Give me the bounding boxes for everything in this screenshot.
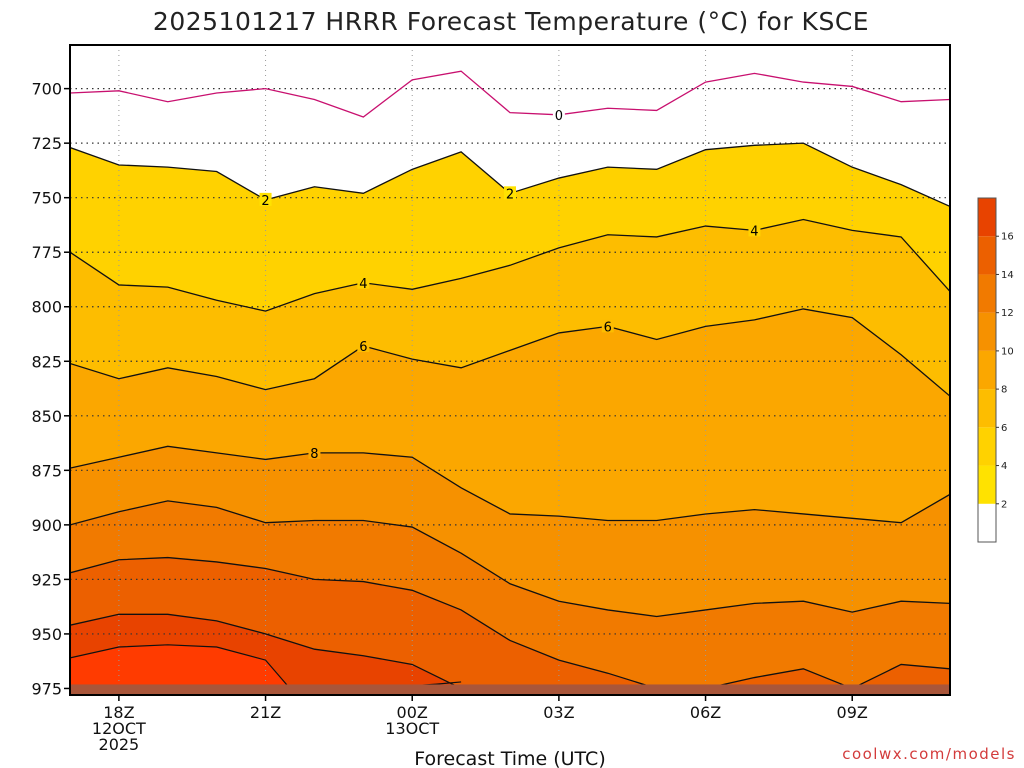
isotherm-label: 4 xyxy=(750,224,758,239)
isotherm-label: 6 xyxy=(604,320,612,335)
isotherm-labels: 0 2 2 4 4 6 6 8 xyxy=(259,107,761,462)
colorbar-label: 12 xyxy=(1001,308,1014,319)
colorbar-swatch xyxy=(978,350,996,390)
x-tick-label: 09Z xyxy=(837,703,868,722)
isotherm-label: 2 xyxy=(506,187,514,202)
colorbar-swatch xyxy=(978,312,996,351)
colorbar-label: 16 xyxy=(1001,232,1014,243)
isotherm-label-bg xyxy=(504,186,516,200)
x-tick-label: 03Z xyxy=(543,703,574,722)
ground-fill xyxy=(70,684,950,695)
colorbar-frame xyxy=(977,197,997,543)
colorbar-label: 10 xyxy=(1001,346,1014,357)
colorbar-swatch xyxy=(978,389,996,428)
isotherm-label: 8 xyxy=(310,447,318,462)
isotherm-label-bg xyxy=(748,223,761,237)
colorbar-swatch xyxy=(978,465,996,504)
ground-layer xyxy=(70,684,950,695)
isotherm-label-bg xyxy=(552,107,565,121)
colorbar-legend: 2 4 6 8 10 12 14 16 xyxy=(977,197,1014,543)
x-tick-label: 21Z xyxy=(250,703,281,722)
colorbar-swatch xyxy=(978,503,996,542)
colorbar-label: 8 xyxy=(1001,385,1007,396)
isotherm-label-bg xyxy=(357,339,370,353)
isotherm-4-line xyxy=(70,218,950,312)
y-tick-label: 925 xyxy=(31,570,62,589)
colorbar-label: 2 xyxy=(1001,499,1007,510)
isotherm-12-line xyxy=(70,556,950,690)
source-credit[interactable]: coolwx.com/models xyxy=(842,745,1016,763)
colorbar-swatch xyxy=(978,427,996,466)
colorbar-label: 14 xyxy=(1001,270,1014,281)
isotherm-14-line xyxy=(70,613,462,690)
vertical-gridlines xyxy=(118,45,853,695)
isotherm-label-bg xyxy=(357,275,370,289)
warm-pocket-0 xyxy=(70,644,290,695)
isotherm-label-bg xyxy=(259,192,272,206)
x-tick-label: 06Z xyxy=(690,703,721,722)
colorbar-swatch xyxy=(978,198,996,237)
fill-band-cold xyxy=(70,45,950,207)
chart-title: 2025101217 HRRR Forecast Temperature (°C… xyxy=(153,7,869,36)
warm-pocket-line-0 xyxy=(70,644,291,689)
x-axis-label: Forecast Time (UTC) xyxy=(414,748,605,768)
x-tick-label: 13OCT xyxy=(385,719,439,738)
isotherm-label: 2 xyxy=(261,194,269,209)
y-tick-label: 825 xyxy=(31,352,62,371)
y-tick-label: 700 xyxy=(31,80,62,99)
colorbar-label: 4 xyxy=(1001,461,1007,472)
isotherm-label-bg xyxy=(308,445,321,459)
y-tick-label: 950 xyxy=(31,625,62,644)
x-tick-label: 00Z xyxy=(397,703,428,722)
y-tick-label: 725 xyxy=(31,134,62,153)
isotherm-label: 0 xyxy=(555,109,563,124)
isotherm-10-line xyxy=(70,500,950,618)
y-tick-label: 975 xyxy=(31,679,62,698)
temperature-fill-bands xyxy=(70,45,950,695)
x-tick-label: 2025 xyxy=(99,735,140,754)
x-tick-label: 18Z xyxy=(103,703,134,722)
colorbar-swatch xyxy=(978,274,996,313)
isotherm-label: 4 xyxy=(359,277,367,292)
y-tick-label: 750 xyxy=(31,189,62,208)
isotherm-label-bg xyxy=(601,319,614,333)
y-tick-label: 775 xyxy=(31,243,62,262)
colorbar-label: 6 xyxy=(1001,423,1007,434)
isotherm-0-line xyxy=(70,70,950,118)
colorbar-swatch xyxy=(978,236,996,275)
isotherm-8-line xyxy=(70,445,950,524)
y-tick-label: 850 xyxy=(31,407,62,426)
isotherm-6-line xyxy=(70,308,950,397)
y-tick-label: 875 xyxy=(31,461,62,480)
x-tick-label: 12OCT xyxy=(92,719,146,738)
plot-frame xyxy=(69,44,951,696)
isotherm-label: 6 xyxy=(359,340,367,355)
y-axis-pressure: 700 725 750 775 800 825 850 875 900 925 950 975 xyxy=(31,80,70,698)
y-tick-label: 800 xyxy=(31,298,62,317)
y-tick-label: 900 xyxy=(31,516,62,535)
